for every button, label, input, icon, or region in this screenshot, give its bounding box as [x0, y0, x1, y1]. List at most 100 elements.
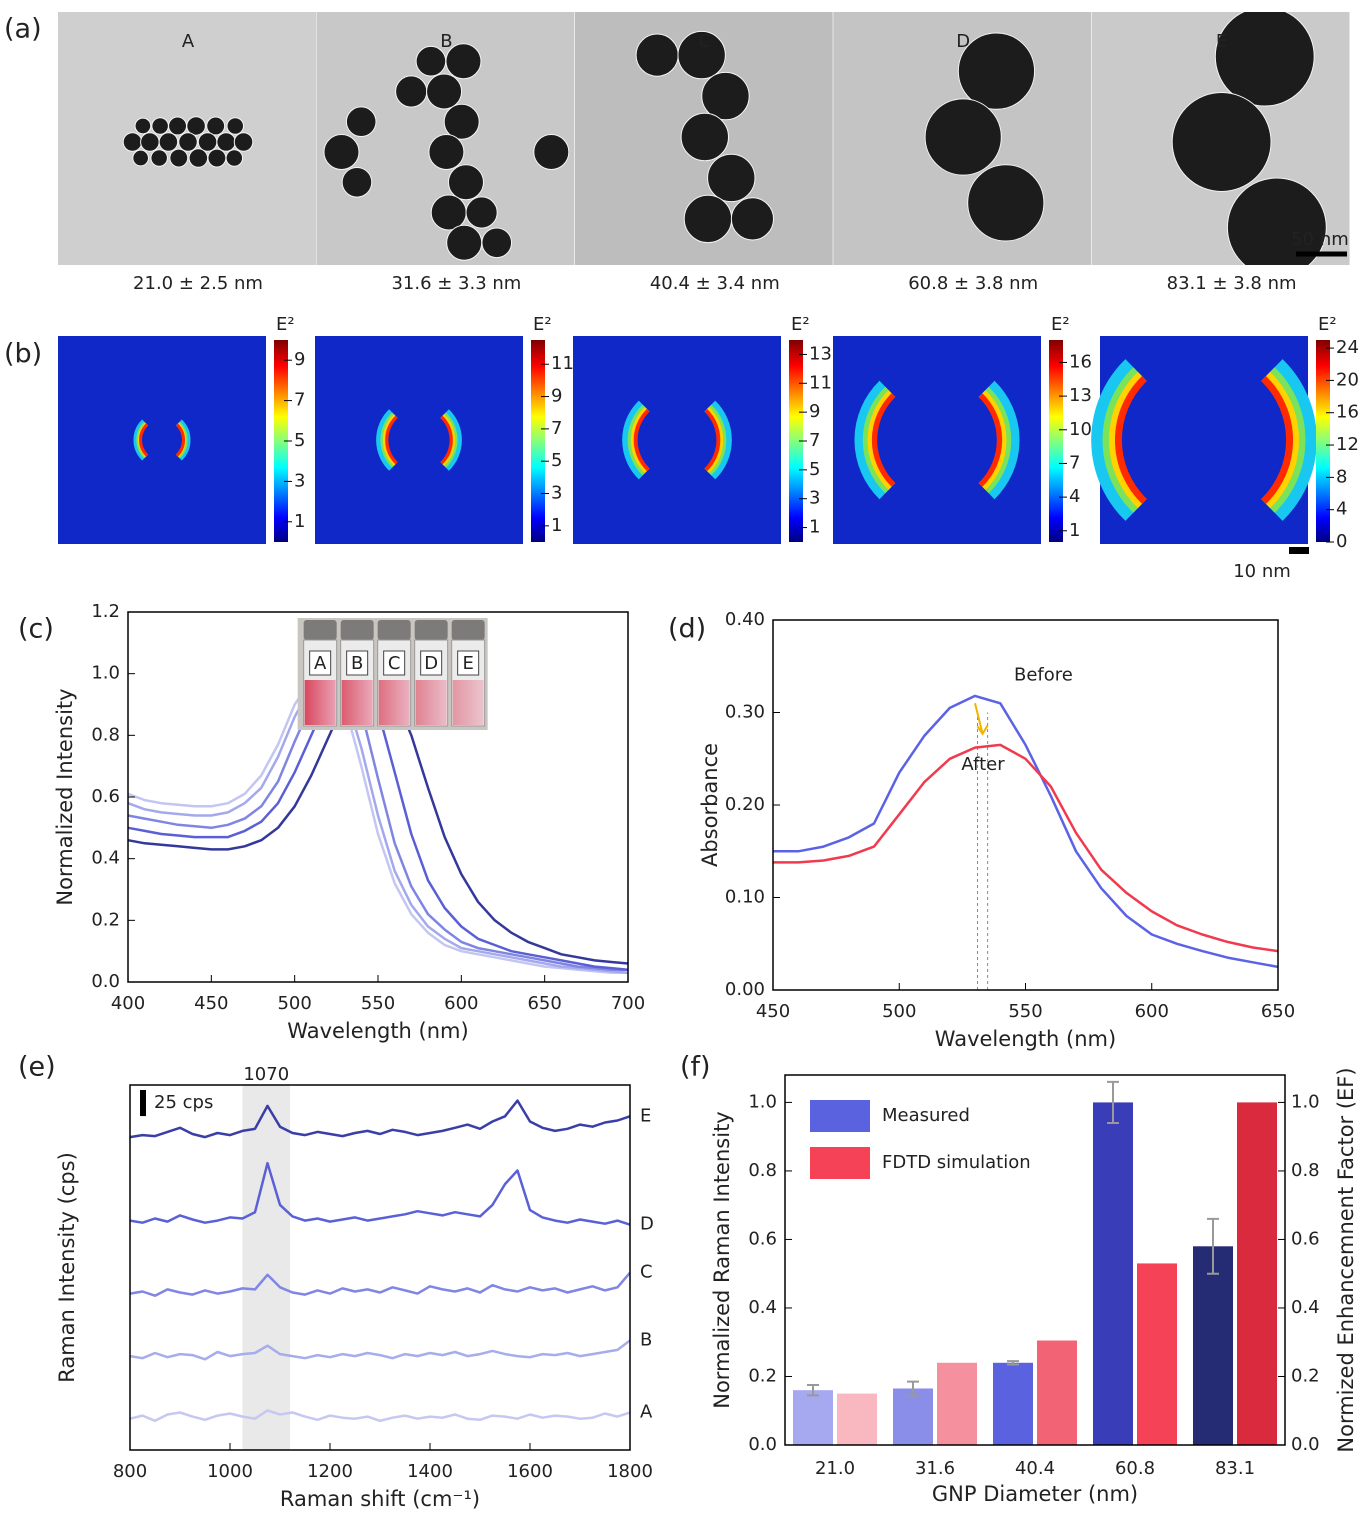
colorbar-tick-label: 3	[551, 483, 562, 504]
size-caption: 60.8 ± 3.8 nm	[908, 273, 1038, 294]
particle	[446, 224, 483, 261]
colorbar-tick-label: 13	[1069, 385, 1092, 406]
particle	[635, 33, 679, 77]
y-tick-label: 0.2	[748, 1365, 777, 1386]
series-label: E	[640, 1105, 651, 1126]
vial-liquid	[341, 680, 373, 725]
y-tick-label: 1.0	[748, 1091, 777, 1112]
y-axis-label: Normalized Raman Intensity	[710, 1111, 734, 1408]
tem-image	[316, 12, 575, 265]
highlight-label: 1070	[243, 1064, 289, 1085]
line	[127, 672, 628, 975]
bar	[893, 1388, 933, 1445]
error-bar	[1207, 1217, 1219, 1275]
colorbar-tick-label: 24	[1336, 337, 1359, 358]
panel-label: (a)	[4, 14, 42, 45]
colorbar-title: E²	[791, 314, 810, 335]
error-bar	[1007, 1360, 1019, 1366]
scale-bar-label: 10 nm	[1233, 561, 1291, 582]
particle	[924, 98, 1002, 176]
error-bar	[1107, 1080, 1119, 1124]
vial-label: D	[424, 653, 438, 674]
legend-swatch	[810, 1100, 870, 1132]
particle	[701, 71, 750, 121]
particle	[447, 164, 484, 201]
y-tick-label: 0.4	[748, 1297, 777, 1318]
bar	[1093, 1102, 1133, 1445]
colorbar-tick-label: 7	[294, 390, 305, 411]
y2-tick-label: 0.6	[1291, 1228, 1320, 1249]
y-tick-label: 0.4	[91, 848, 120, 869]
vial-liquid	[452, 680, 484, 725]
panel-label: (f)	[680, 1052, 711, 1083]
x-tick-label: 500	[277, 993, 311, 1014]
particle	[1171, 92, 1272, 192]
colorbar-title: E²	[1318, 314, 1337, 335]
particle-outline	[142, 420, 182, 460]
hotspot	[1114, 376, 1151, 504]
y2-tick-label: 0.4	[1291, 1297, 1320, 1318]
image-letter: D	[956, 31, 970, 52]
vial-label: A	[314, 653, 327, 674]
vial-label: C	[388, 653, 401, 674]
y2-axis-label: Normized Enhancemnent Factor (EF)	[1334, 1067, 1358, 1452]
tem-image	[833, 12, 1092, 265]
x-tick-label: 650	[527, 993, 561, 1014]
particle	[683, 194, 733, 244]
hotspot	[175, 423, 185, 457]
vial-tag	[346, 650, 369, 676]
particle	[197, 132, 218, 152]
vial-liquid	[378, 680, 410, 725]
vial-tag	[420, 650, 443, 676]
hotspot	[976, 393, 1003, 487]
tem-image	[1091, 12, 1350, 265]
particle	[707, 153, 756, 203]
colorbar-tick-label: 16	[1069, 351, 1092, 372]
particle-outline	[877, 380, 997, 500]
x-tick-label: 800	[113, 1461, 147, 1482]
panel-label: (e)	[18, 1052, 56, 1083]
particle	[225, 149, 244, 167]
x-tick-label: 650	[1261, 1001, 1295, 1022]
particle	[186, 116, 206, 136]
particle	[132, 149, 149, 167]
x-tick-label: 450	[194, 993, 228, 1014]
x-tick-label: 1000	[207, 1461, 253, 1482]
x-axis-label: Wavelength (nm)	[287, 1019, 468, 1043]
line	[129, 1409, 631, 1423]
panel-label: (d)	[668, 614, 706, 645]
y-tick-label: 0.0	[91, 971, 120, 992]
bar	[993, 1362, 1033, 1445]
y-tick-label: 0.8	[748, 1160, 777, 1181]
colorbar-tick-label: 5	[809, 459, 820, 480]
particle	[188, 148, 209, 168]
colorbar-tick-label: 1	[1069, 520, 1080, 541]
series-label: B	[640, 1330, 652, 1351]
y-tick-label: 0.20	[725, 794, 765, 815]
particle	[207, 148, 227, 168]
colorbar	[1049, 340, 1063, 542]
y2-tick-label: 1.0	[1291, 1091, 1320, 1112]
vial-cap	[377, 620, 411, 640]
series-label: C	[640, 1262, 653, 1283]
bar	[1237, 1102, 1277, 1445]
colorbar-tick-label: 11	[809, 372, 832, 393]
error-bar	[807, 1384, 819, 1397]
bar	[1137, 1263, 1177, 1445]
image-letter: B	[440, 31, 452, 52]
colorbar-tick-label: 7	[1069, 452, 1080, 473]
x-tick-label: 83.1	[1215, 1458, 1255, 1479]
colorbar-tick-label: 1	[551, 515, 562, 536]
particle	[168, 116, 187, 136]
particle	[443, 103, 480, 140]
colorbar-tick-label: 3	[294, 470, 305, 491]
colorbar-title: E²	[276, 314, 295, 335]
vial-tag	[383, 650, 406, 676]
particle-outline	[637, 400, 717, 480]
x-axis-label: GNP Diameter (nm)	[932, 1482, 1138, 1506]
particle	[158, 132, 179, 152]
particle	[680, 112, 729, 162]
particle	[730, 197, 775, 241]
colorbar-tick-label: 8	[1336, 466, 1347, 487]
